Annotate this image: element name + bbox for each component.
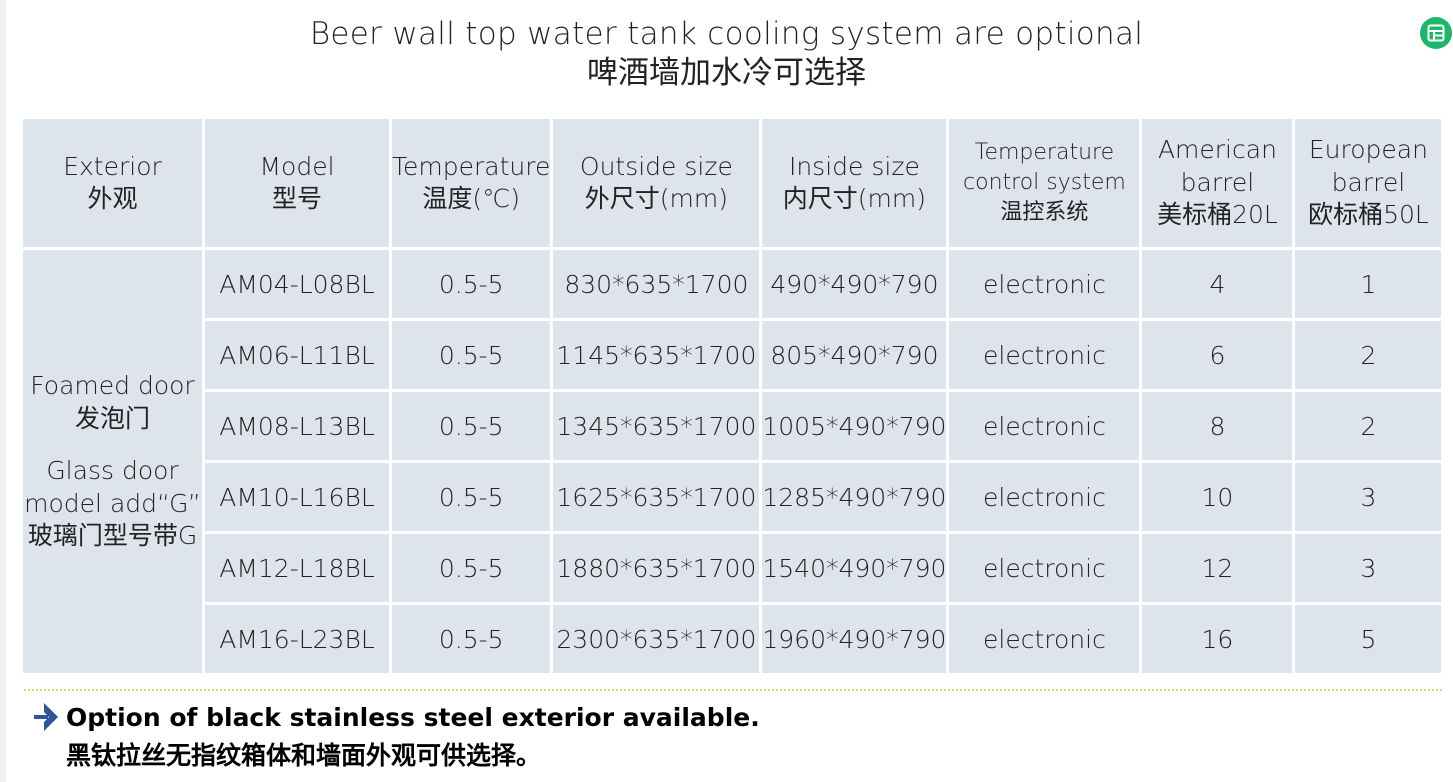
spec-table: Exterior 外观 Model 型号 Temperature 温度(℃) Outs… [20, 116, 1444, 676]
header-model: Model 型号 [205, 119, 389, 247]
cell-european: 3 [1295, 534, 1442, 602]
cell-inside-size: 1960*490*790 [762, 605, 947, 673]
glass-door-cn: 玻璃门型号带G [27, 521, 198, 551]
right-arrow-icon [34, 703, 58, 731]
cell-inside-size: 1285*490*790 [762, 463, 947, 531]
cell-inside-size: 805*490*790 [762, 321, 947, 389]
dotted-divider [24, 689, 1442, 691]
cell-model: AM16-L23BL [205, 605, 389, 673]
cell-control: electronic [949, 534, 1140, 602]
header-temperature-control: Temperature control system 温控系统 [949, 119, 1140, 247]
cell-outside-size: 1880*635*1700 [553, 534, 760, 602]
cell-control: electronic [949, 250, 1140, 318]
header-outside-size-en: Outside size [579, 151, 733, 181]
header-european-cn: 欧标桶50L [1308, 200, 1429, 230]
cell-control: electronic [949, 605, 1140, 673]
app-grid-icon[interactable] [1420, 17, 1452, 49]
cell-european: 2 [1295, 321, 1442, 389]
cell-european: 2 [1295, 392, 1442, 460]
header-exterior-cn: 外观 [87, 184, 138, 213]
cell-inside-size: 1005*490*790 [762, 392, 947, 460]
header-outside-size: Outside size 外尺寸(mm) [553, 119, 760, 247]
header-temperature-cn: 温度(℃) [422, 184, 520, 213]
header-temperature-en: Temperature [392, 151, 551, 181]
header-american-cn: 美标桶20L [1157, 200, 1278, 230]
cell-american: 16 [1142, 605, 1293, 673]
header-american-barrel: American barrel 美标桶20L [1142, 119, 1293, 247]
cell-model: AM06-L11BL [205, 321, 389, 389]
cell-outside-size: 1345*635*1700 [553, 392, 760, 460]
cell-control: electronic [949, 321, 1140, 389]
header-inside-size-en: Inside size [788, 151, 920, 181]
cell-outside-size: 830*635*1700 [553, 250, 760, 318]
header-control-cn: 温控系统 [1000, 199, 1089, 225]
cell-inside-size: 490*490*790 [762, 250, 947, 318]
header-european-en: European barrel [1308, 135, 1428, 197]
cell-temperature: 0.5-5 [392, 534, 551, 602]
header-inside-size-cn: 内尺寸(mm) [782, 184, 927, 213]
header-temperature: Temperature 温度(℃) [392, 119, 551, 247]
cell-temperature: 0.5-5 [392, 250, 551, 318]
option-note: Option of black stainless steel exterior… [34, 700, 760, 772]
table-row: AM16-L23BL 0.5-5 2300*635*1700 1960*490*… [23, 605, 1442, 673]
note-english: Option of black stainless steel exterior… [66, 702, 760, 732]
header-model-cn: 型号 [271, 184, 322, 213]
cell-model: AM10-L16BL [205, 463, 389, 531]
cell-model: AM04-L08BL [205, 250, 389, 318]
cell-american: 6 [1142, 321, 1293, 389]
foamed-door-cn: 发泡门 [74, 403, 150, 433]
title-english: Beer wall top water tank cooling system … [309, 16, 1144, 52]
table-row: AM12-L18BL 0.5-5 1880*635*1700 1540*490*… [23, 534, 1442, 602]
cell-american: 12 [1142, 534, 1293, 602]
header-row: Exterior 外观 Model 型号 Temperature 温度(℃) Outs… [23, 119, 1442, 247]
left-edge-strip [0, 0, 6, 782]
cell-model: AM12-L18BL [205, 534, 389, 602]
cell-american: 8 [1142, 392, 1293, 460]
exterior-cell: Foamed door 发泡门 Glass door model add“G” … [23, 250, 202, 673]
foamed-door-en: Foamed door [30, 371, 195, 401]
title-chinese: 啤酒墙加水冷可选择 [587, 55, 866, 92]
cell-european: 3 [1295, 463, 1442, 531]
header-exterior: Exterior 外观 [23, 119, 202, 247]
header-control-en: Temperature control system [963, 140, 1126, 196]
table-row: Foamed door 发泡门 Glass door model add“G” … [23, 250, 1442, 673]
table-row: AM06-L11BL 0.5-5 1145*635*1700 805*490*7… [23, 321, 1442, 389]
cell-temperature: 0.5-5 [392, 463, 551, 531]
cell-outside-size: 1145*635*1700 [553, 321, 760, 389]
cell-inside-size: 1540*490*790 [762, 534, 947, 602]
cell-american: 4 [1142, 250, 1293, 318]
app-grid-icon-glyph [1427, 24, 1445, 42]
cell-temperature: 0.5-5 [392, 321, 551, 389]
header-outside-size-cn: 外尺寸(mm) [584, 184, 728, 213]
cell-european: 5 [1295, 605, 1442, 673]
table-row: AM08-L13BL 0.5-5 1345*635*1700 1005*490*… [23, 392, 1442, 460]
cell-outside-size: 2300*635*1700 [553, 605, 760, 673]
cell-temperature: 0.5-5 [392, 605, 551, 673]
cell-american: 10 [1142, 463, 1293, 531]
cell-outside-size: 1625*635*1700 [553, 463, 760, 531]
cell-temperature: 0.5-5 [392, 392, 551, 460]
header-model-en: Model [259, 151, 335, 181]
header-european-barrel: European barrel 欧标桶50L [1295, 119, 1442, 247]
cell-control: electronic [949, 463, 1140, 531]
cell-control: electronic [949, 392, 1140, 460]
table-row: AM10-L16BL 0.5-5 1625*635*1700 1285*490*… [23, 463, 1442, 531]
glass-door-en: Glass door model add“G” [24, 456, 201, 518]
cell-european: 1 [1295, 250, 1442, 318]
note-chinese: 黑钛拉丝无指纹箱体和墙面外观可供选择。 [66, 741, 542, 770]
cell-model: AM08-L13BL [205, 392, 389, 460]
header-american-en: American barrel [1157, 135, 1277, 197]
header-exterior-en: Exterior [63, 151, 162, 181]
page-title: Beer wall top water tank cooling system … [0, 16, 1453, 92]
header-inside-size: Inside size 内尺寸(mm) [762, 119, 947, 247]
